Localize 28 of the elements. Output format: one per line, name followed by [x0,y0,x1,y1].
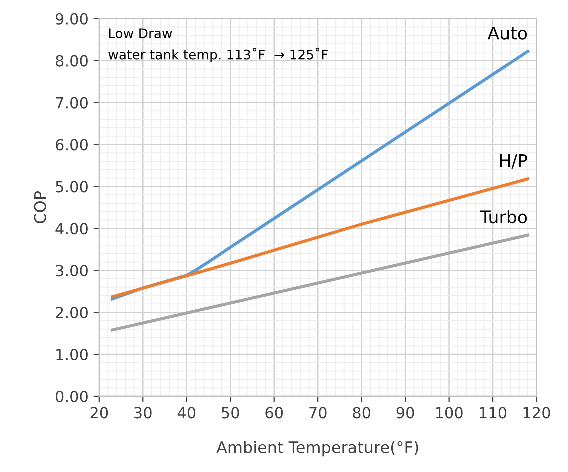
y-tick-label: 2.00 [56,307,88,319]
x-tick-label: 30 [134,407,152,419]
x-tick-label: 20 [90,407,108,419]
y-tick-label: 7.00 [56,97,88,109]
annotation: Low Draw water tank temp. 113˚F → 125˚F [108,28,328,62]
y-tick-label: 1.00 [56,348,88,361]
x-tick-label: 60 [266,407,284,419]
y-tick-label: 3.00 [56,265,88,277]
x-axis-title: Ambient Temperature(°F) [216,441,418,457]
y-tick-label: 5.00 [56,181,88,193]
y-tick-label: 6.00 [56,139,88,151]
x-tick-label: 80 [353,407,371,419]
x-tick-label: 100 [436,407,463,419]
x-tick-label: 40 [178,407,196,419]
y-axis-title: COP [34,192,46,224]
y-tick-label: 4.00 [56,223,88,235]
series-label: Turbo [480,210,528,224]
y-tick-label: 8.00 [56,55,88,67]
y-tick-label: 0.00 [56,390,88,402]
series-label: Auto [488,27,528,40]
x-tick-label: 90 [396,407,414,419]
line-series [110,178,530,299]
series-label: H/P [500,154,528,169]
x-tick-label: 50 [222,407,240,419]
x-tick-label: 70 [310,407,327,419]
x-tick-label: 110 [480,407,507,419]
x-tick-label: 120 [524,407,550,419]
y-tick-label: 9.00 [56,13,88,25]
